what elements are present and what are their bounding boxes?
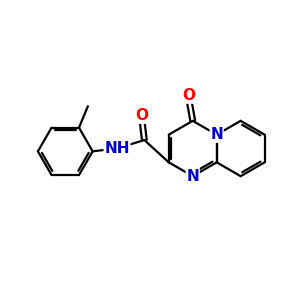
Text: O: O bbox=[135, 108, 148, 123]
Text: N: N bbox=[210, 127, 223, 142]
Text: NH: NH bbox=[104, 141, 130, 156]
Text: O: O bbox=[182, 88, 195, 103]
Text: N: N bbox=[186, 169, 199, 184]
